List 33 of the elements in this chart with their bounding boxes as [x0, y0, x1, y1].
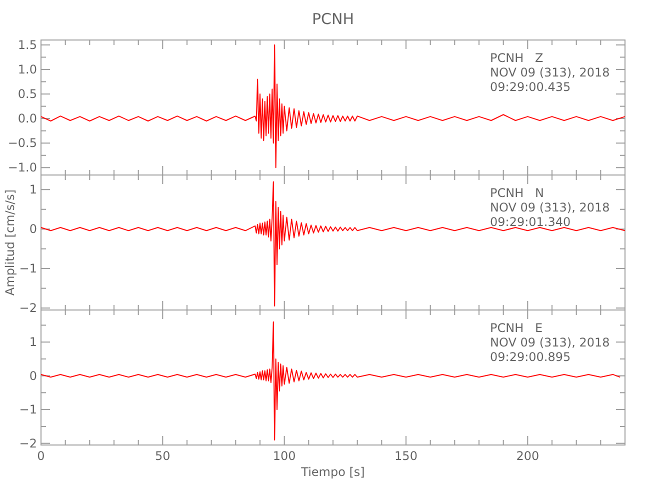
annotation: PCNH N — [490, 186, 544, 200]
y-tick-label: −1.0 — [8, 160, 37, 175]
y-tick-label: 1 — [29, 182, 37, 197]
y-tick-label: 1 — [29, 335, 37, 350]
y-tick-label: 0 — [29, 368, 37, 383]
annotation: PCNH Z — [490, 51, 544, 65]
line-series — [40, 321, 621, 440]
y-tick-label: −1 — [19, 262, 37, 276]
annotation: NOV 09 (313), 2018 — [490, 200, 610, 214]
annotation: 09:29:00.435 — [490, 80, 571, 94]
x-tick-label: 200 — [516, 449, 540, 463]
line-series — [40, 44, 626, 168]
line-series — [40, 181, 626, 307]
y-tick-label: −1 — [19, 402, 37, 417]
x-tick-label: 50 — [155, 449, 170, 463]
y-tick-label: 1.0 — [18, 62, 37, 76]
annotation: 09:29:01.340 — [490, 215, 571, 229]
y-tick-label: 0.0 — [18, 112, 37, 126]
annotation: 09:29:00.895 — [490, 350, 571, 364]
annotation: PCNH E — [490, 321, 543, 335]
y-tick-label: −2 — [19, 436, 37, 450]
y-tick-label: 0.5 — [18, 87, 37, 101]
annotation: NOV 09 (313), 2018 — [490, 66, 610, 80]
x-axis-title: Tiempo [s] — [300, 465, 365, 479]
y-tick-label: 1.5 — [18, 38, 37, 52]
chart-title: PCNH — [312, 10, 354, 28]
y-tick-label: 0 — [29, 222, 37, 236]
x-tick-label: 100 — [272, 449, 296, 463]
y-tick-label: −0.5 — [8, 136, 37, 150]
y-axis-title: Amplitud [cm/s/s] — [3, 189, 17, 296]
annotation: NOV 09 (313), 2018 — [490, 336, 610, 350]
x-tick-label: 150 — [394, 449, 418, 463]
y-tick-label: −2 — [19, 301, 37, 316]
